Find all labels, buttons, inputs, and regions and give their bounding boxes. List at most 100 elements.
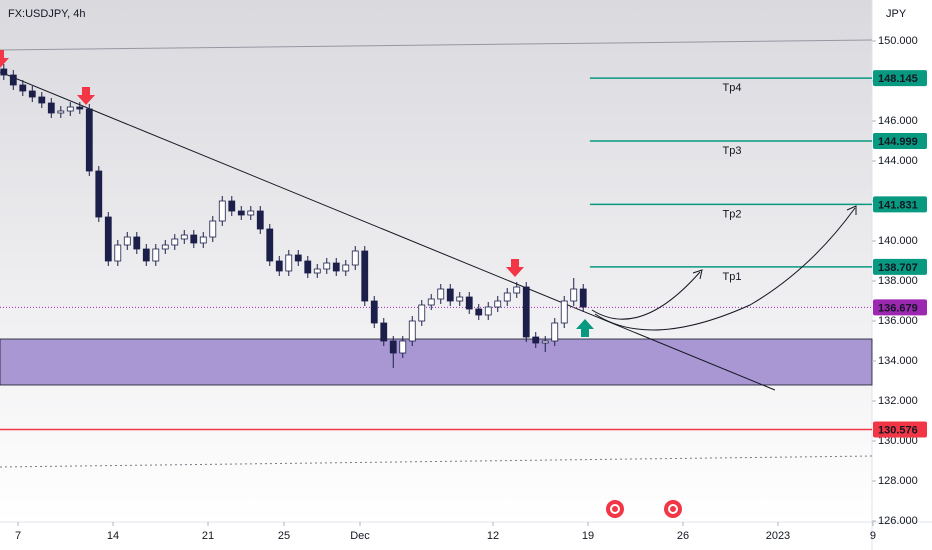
y-tick-label: 150.000	[878, 35, 918, 47]
x-tick-label: 9	[870, 530, 876, 542]
candle-body	[38, 96, 46, 104]
event-icon	[668, 504, 678, 514]
candle-body	[57, 110, 65, 114]
plot: Tp4 Tp3 Tp2 Tp1	[0, 39, 873, 468]
x-tick-label: 21	[202, 530, 214, 542]
candle-body	[190, 234, 198, 244]
candle-body	[76, 106, 84, 110]
candle-body	[0, 68, 8, 76]
down-arrow	[506, 259, 524, 277]
x-tick-label: Dec	[350, 530, 370, 542]
x-tick-label: 12	[487, 530, 499, 542]
trendline	[0, 39, 873, 51]
price-tag	[873, 196, 927, 213]
price-tag-label: 144.999	[878, 136, 918, 148]
candle-body	[342, 264, 350, 272]
candle-body	[456, 296, 464, 302]
candle-body	[418, 304, 426, 322]
candle-body	[313, 268, 321, 274]
y-axis-panel	[872, 0, 932, 550]
y-tick-label: 134.000	[878, 355, 918, 367]
chart-title: FX:USDJPY, 4h	[8, 8, 85, 20]
candle-body	[9, 74, 17, 86]
price-tag	[873, 258, 927, 275]
candle-body	[47, 102, 55, 114]
x-tick-label: 26	[677, 530, 689, 542]
price-tag	[873, 70, 927, 87]
candle-body	[408, 320, 416, 342]
price-tag-label: 130.576	[878, 424, 918, 436]
annotations	[0, 50, 857, 518]
candle-body	[285, 254, 293, 272]
y-tick-label: 144.000	[878, 155, 918, 167]
candle-body	[152, 248, 160, 262]
candle-body	[171, 238, 179, 246]
candle-body	[266, 228, 274, 262]
y-tick-label: 138.000	[878, 275, 918, 287]
candle-body	[332, 262, 340, 272]
candle-body	[256, 210, 264, 230]
candle-body	[228, 200, 236, 212]
price-tag-label: 136.679	[878, 302, 918, 314]
candle-body	[95, 170, 103, 218]
arrowhead	[692, 269, 703, 280]
candle-body	[579, 288, 587, 308]
candle-body	[275, 260, 283, 272]
candle-body	[513, 286, 521, 294]
candle-body	[133, 236, 141, 250]
price-tag-label: 138.707	[878, 262, 918, 274]
candle-body	[294, 254, 302, 262]
candle-body	[161, 244, 169, 250]
candle-body	[85, 108, 93, 172]
candle-body	[114, 244, 122, 262]
candle-body	[66, 106, 74, 112]
candle-body	[522, 286, 530, 338]
candle-body	[361, 250, 369, 302]
candle-body	[323, 262, 331, 270]
candle-body	[427, 298, 435, 306]
projection-curve	[591, 271, 701, 320]
candle-body	[541, 340, 549, 344]
target-name: Tp2	[723, 208, 742, 220]
down-arrow	[0, 50, 9, 68]
x-tick-label: 2023	[766, 530, 790, 542]
zone	[0, 338, 873, 386]
candle-body	[570, 288, 578, 302]
y-tick-label: 146.000	[878, 115, 918, 127]
candle-body	[437, 288, 445, 300]
candle-body	[209, 220, 217, 238]
y-tick-label: 132.000	[878, 395, 918, 407]
y-tick-label: 140.000	[878, 235, 918, 247]
target-name: Tp3	[723, 145, 742, 157]
trendline	[0, 71, 776, 391]
candle-body	[247, 210, 255, 216]
price-tag-label: 141.831	[878, 199, 918, 211]
candle-body	[494, 300, 502, 308]
projection-curve	[594, 207, 856, 331]
candle-body	[503, 292, 511, 302]
x-tick-label: 19	[582, 530, 594, 542]
candle-body	[370, 300, 378, 324]
y-tick-label: 128.000	[878, 475, 918, 487]
x-axis-panel	[0, 522, 872, 550]
x-tick-label: 7	[15, 530, 21, 542]
candle-body	[551, 322, 559, 342]
price-tag	[873, 421, 927, 438]
candle-body	[304, 260, 312, 274]
price-tag	[873, 299, 927, 316]
candle-body	[389, 340, 397, 354]
price-tag-label: 148.145	[878, 73, 918, 85]
candle-body	[475, 308, 483, 316]
x-tick-label: 25	[278, 530, 290, 542]
arrowhead	[846, 205, 857, 215]
x-tick-label: 14	[107, 530, 119, 542]
candle-body	[380, 322, 388, 342]
dotted-line	[0, 455, 873, 468]
candle-body	[484, 306, 492, 316]
candle-body	[199, 236, 207, 244]
candle-body	[351, 250, 359, 266]
event-icon	[606, 500, 624, 518]
price-tag	[873, 133, 927, 150]
candle-body	[123, 236, 131, 246]
